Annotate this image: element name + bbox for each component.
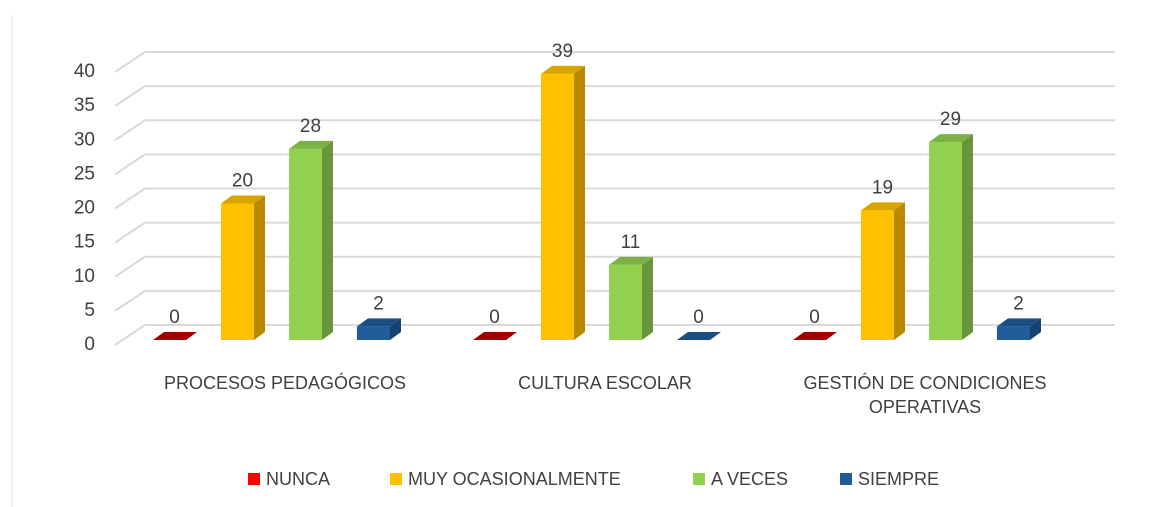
x-tick-label: GESTIÓN DE CONDICIONES OPERATIVAS (803, 373, 1047, 417)
bar-top (473, 332, 517, 340)
bar-side (254, 195, 265, 340)
bar-side (642, 256, 653, 340)
data-label: 39 (552, 41, 573, 62)
bar (929, 142, 962, 340)
legend-label: A VECES (711, 469, 788, 489)
y-tick-label: 15 (74, 232, 95, 253)
data-label: 0 (169, 307, 180, 328)
data-label: 11 (621, 232, 641, 253)
bar-side (962, 134, 973, 340)
bar-top (677, 332, 721, 340)
bar-top (357, 318, 401, 327)
grid-line (114, 187, 146, 210)
legend-label: NUNCA (266, 469, 330, 489)
legend-label: SIEMPRE (858, 469, 939, 489)
legend-swatch (693, 473, 705, 485)
data-label: 28 (300, 116, 321, 137)
bar-top (609, 256, 653, 265)
data-label: 19 (872, 177, 893, 198)
grid-line (114, 85, 146, 107)
bar-top (221, 195, 265, 204)
bar (357, 326, 390, 340)
grid-line (114, 153, 146, 176)
legend-swatch (840, 473, 852, 485)
data-label: 0 (489, 307, 500, 328)
bar-side (1030, 318, 1041, 340)
y-tick-label: 0 (84, 334, 95, 355)
y-tick-label: 30 (74, 129, 95, 150)
bar (861, 210, 894, 340)
y-tick-label: 40 (74, 61, 95, 82)
bar (997, 326, 1030, 340)
x-tick-label: CULTURA ESCOLAR (518, 373, 692, 393)
data-label: 0 (693, 307, 704, 328)
bar-side (390, 318, 401, 340)
data-label: 0 (809, 307, 820, 328)
y-tick-label: 25 (74, 163, 95, 184)
bar-top (153, 332, 197, 340)
legend-label: MUY OCASIONALMENTE (408, 469, 621, 489)
grid-line (114, 290, 146, 312)
legend-swatch (248, 473, 260, 485)
grid-line (114, 119, 146, 142)
bar-side (574, 65, 585, 340)
legend-swatch (390, 473, 402, 485)
grid-line (114, 255, 146, 278)
data-label: 29 (940, 109, 961, 130)
bar-top (997, 318, 1041, 327)
y-tick-label: 5 (84, 300, 95, 321)
bar (609, 264, 642, 340)
bar-top (861, 202, 905, 211)
bar-top (289, 140, 333, 149)
data-label: 2 (373, 293, 384, 314)
grid-line (114, 51, 146, 73)
bar-top (541, 65, 585, 74)
x-tick-label: PROCESOS PEDAGÓGICOS (163, 373, 407, 393)
grid-line (114, 324, 146, 346)
grid-line (114, 221, 146, 244)
bar-top (929, 134, 973, 143)
bar-side (322, 140, 333, 340)
bar (289, 148, 322, 340)
bar-top (793, 332, 837, 340)
bar (541, 73, 574, 340)
bar-side (894, 202, 905, 340)
y-tick-label: 35 (74, 95, 95, 116)
y-tick-label: 10 (74, 266, 95, 287)
y-tick-label: 20 (74, 198, 95, 219)
data-label: 2 (1013, 293, 1024, 314)
data-label: 20 (232, 171, 253, 192)
bar (221, 203, 254, 340)
